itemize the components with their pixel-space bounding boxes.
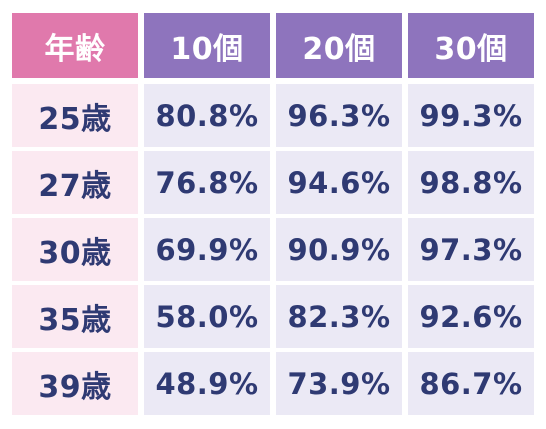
cell-value: 96.3% bbox=[276, 84, 402, 147]
header-age: 年齢 bbox=[12, 13, 138, 78]
header-30: 30個 bbox=[408, 13, 534, 78]
cell-value: 69.9% bbox=[144, 218, 270, 281]
row-age: 30歳 bbox=[12, 218, 138, 281]
cell-value: 48.9% bbox=[144, 352, 270, 415]
cell-value: 86.7% bbox=[408, 352, 534, 415]
cell-value: 73.9% bbox=[276, 352, 402, 415]
cell-value: 98.8% bbox=[408, 151, 534, 214]
cell-value: 82.3% bbox=[276, 285, 402, 348]
cell-value: 99.3% bbox=[408, 84, 534, 147]
cell-value: 97.3% bbox=[408, 218, 534, 281]
cell-value: 80.8% bbox=[144, 84, 270, 147]
header-10: 10個 bbox=[144, 13, 270, 78]
cell-value: 90.9% bbox=[276, 218, 402, 281]
header-20: 20個 bbox=[276, 13, 402, 78]
row-age: 25歳 bbox=[12, 84, 138, 147]
cell-value: 94.6% bbox=[276, 151, 402, 214]
cell-value: 58.0% bbox=[144, 285, 270, 348]
cell-value: 92.6% bbox=[408, 285, 534, 348]
row-age: 35歳 bbox=[12, 285, 138, 348]
row-age: 39歳 bbox=[12, 352, 138, 415]
row-age: 27歳 bbox=[12, 151, 138, 214]
cell-value: 76.8% bbox=[144, 151, 270, 214]
